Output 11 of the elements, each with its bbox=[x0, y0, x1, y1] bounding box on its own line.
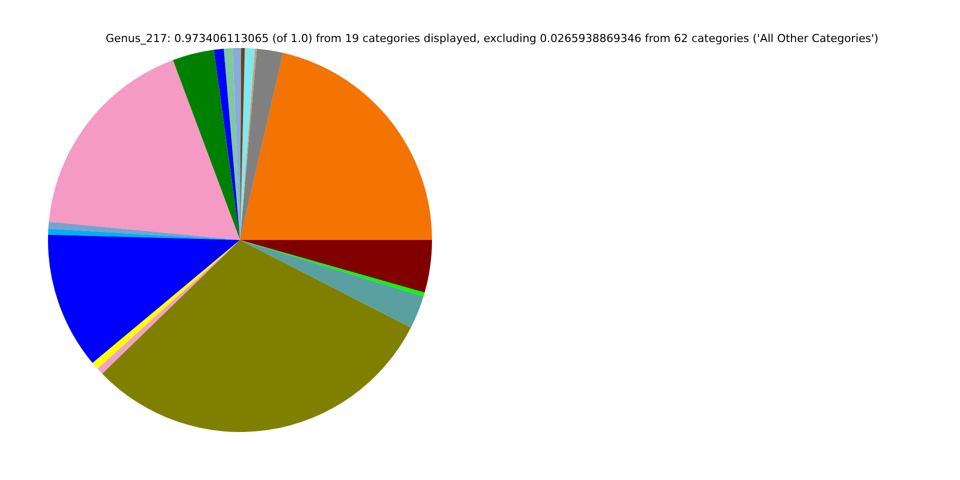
pie-slice bbox=[48, 234, 240, 363]
pie-slice bbox=[214, 48, 240, 240]
pie-slice bbox=[240, 48, 284, 240]
pie-slice bbox=[172, 50, 240, 240]
pie-slice bbox=[48, 222, 240, 240]
text: Genus_217: 0.973406113065 (of 1.0) from 19 categories displayed, excluding 0.0265938869346 from 62 categories ('All Other Categories') bbox=[106, 32, 878, 45]
pie-slice bbox=[224, 48, 240, 240]
pie-slice bbox=[240, 240, 424, 328]
pie-slice bbox=[102, 240, 411, 432]
pie-slice bbox=[240, 52, 432, 240]
pie-slice bbox=[48, 60, 240, 240]
